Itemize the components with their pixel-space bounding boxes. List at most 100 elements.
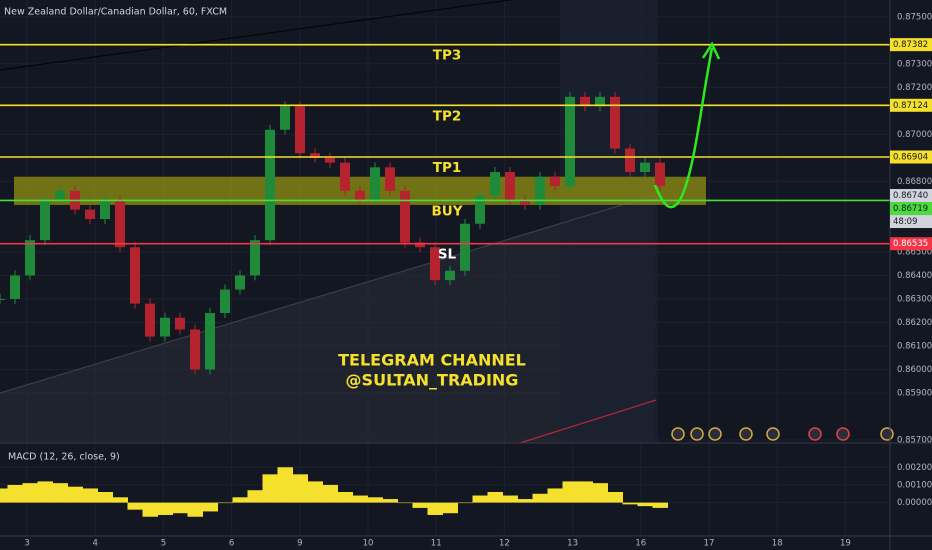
macd-bar (517, 499, 533, 503)
candle (190, 329, 200, 370)
price-tag (890, 215, 932, 229)
macd-bar (0, 488, 8, 503)
level-label: SL (438, 247, 457, 263)
price-tag (890, 202, 932, 216)
price-tag-label: 0.86904 (893, 152, 928, 162)
candle (205, 313, 215, 370)
candle (610, 96, 620, 149)
y-tick-label: 0.87500 (897, 12, 932, 22)
candle (310, 153, 320, 158)
candle (415, 242, 425, 248)
candle (40, 200, 50, 241)
price-tag-label: 0.87382 (893, 40, 928, 50)
arrow-head (701, 41, 721, 60)
price-pane: TP3 TP2 TP1 BUY SL (0, 43, 890, 375)
candle (580, 96, 590, 107)
macd-bar (112, 497, 128, 503)
candle (250, 240, 260, 276)
macd-bar (622, 502, 638, 505)
event-icons (671, 427, 894, 441)
candle (430, 247, 440, 281)
macd-bar (637, 502, 653, 507)
macd-tick-label: 0.00100 (897, 480, 932, 490)
price-tag-label: 0.86740 (893, 191, 928, 201)
macd-bar (652, 502, 668, 508)
macd-bar (532, 493, 548, 503)
candle (595, 96, 605, 107)
macd-bar (187, 502, 203, 517)
macd-bar (337, 492, 353, 503)
macd-bar (562, 481, 578, 503)
candle (520, 200, 530, 205)
level-label: BUY (431, 203, 462, 219)
macd-bar (592, 483, 608, 503)
x-tick-label: 13 (567, 539, 578, 549)
macd-bar (232, 497, 248, 503)
candle (505, 172, 515, 201)
level-label: TP2 (433, 108, 462, 124)
candle (10, 275, 20, 299)
y-tick-label: 0.87300 (897, 59, 932, 69)
x-tick-label: 17 (704, 539, 715, 549)
macd-bar (412, 502, 428, 508)
macd-bar (457, 502, 473, 504)
macd-bar (307, 481, 323, 503)
y-tick-label: 0.86100 (897, 341, 932, 351)
candle (535, 176, 545, 205)
candle (175, 317, 185, 330)
price-tag-label: 0.86719 (893, 204, 928, 214)
y-tick-label: 0.85900 (897, 388, 932, 398)
projection-arrow (653, 47, 714, 209)
price-tag (890, 38, 932, 52)
price-tag (890, 150, 932, 164)
macd-bar (322, 484, 338, 503)
candle (445, 270, 455, 281)
macd-bar (247, 490, 263, 503)
x-tick-label: 19 (840, 539, 851, 549)
macd-bar (97, 492, 113, 503)
y-tick-label: 0.86400 (897, 271, 932, 281)
channel-upper (0, 0, 514, 71)
macd-bar (67, 486, 83, 503)
x-tick-label: 18 (772, 539, 783, 549)
macd-bar (37, 481, 53, 503)
candle (115, 200, 125, 248)
channel-lower (0, 194, 656, 394)
y-tick-label: 0.86200 (897, 318, 932, 328)
macd-bar (472, 495, 488, 503)
candle (385, 167, 395, 191)
macd-bar (352, 495, 368, 503)
macd-bar (547, 488, 563, 503)
candle (325, 157, 335, 163)
x-tick-label: 11 (431, 539, 442, 549)
y-tick-label: 0.85700 (897, 435, 932, 445)
macd-bar (277, 467, 293, 503)
candle (25, 240, 35, 276)
macd-bar (52, 483, 68, 503)
x-tick-label: 10 (363, 539, 374, 549)
candle (85, 209, 95, 220)
macd-bar (157, 502, 173, 515)
candle (355, 190, 365, 201)
macd-bar (577, 481, 593, 503)
candle (160, 317, 170, 337)
price-tag-label: 48:09 (893, 217, 918, 227)
macd-bar (262, 474, 278, 503)
price-tag-label: 0.87124 (893, 101, 928, 111)
candle (550, 176, 560, 187)
macd-bar (607, 492, 623, 503)
level-label: TP3 (433, 48, 462, 64)
macd-bar (292, 474, 308, 503)
shaded-region (560, 0, 658, 443)
macd-bar (172, 502, 188, 514)
candle (340, 162, 350, 191)
price-tag (890, 189, 932, 203)
annotation: TELEGRAM CHANNEL (338, 351, 526, 370)
chart-title: New Zealand Dollar/Canadian Dollar, 60, … (4, 7, 227, 18)
macd-bar (502, 495, 518, 503)
macd-bar (487, 492, 503, 503)
macd-bar (397, 502, 413, 504)
x-tick-label: 16 (635, 539, 646, 549)
y-tick-label: 0.86300 (897, 294, 932, 304)
